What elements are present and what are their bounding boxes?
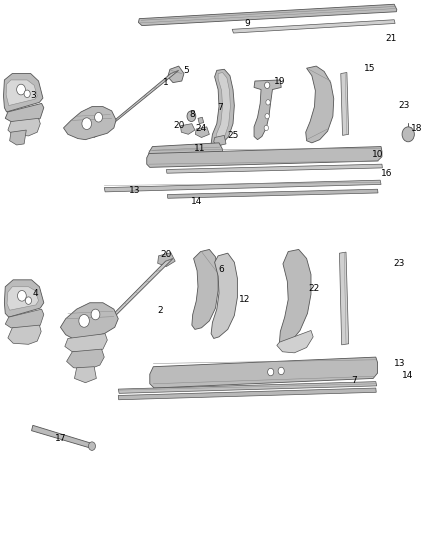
Text: 15: 15 [364, 64, 376, 72]
Circle shape [82, 118, 92, 130]
Polygon shape [232, 20, 395, 33]
Text: 14: 14 [402, 371, 413, 379]
Polygon shape [168, 66, 184, 83]
Circle shape [264, 125, 268, 131]
Circle shape [187, 111, 196, 122]
Text: 23: 23 [398, 101, 410, 110]
Polygon shape [214, 135, 226, 146]
Polygon shape [5, 309, 44, 329]
Polygon shape [32, 425, 93, 449]
Circle shape [265, 114, 269, 119]
Polygon shape [8, 118, 40, 136]
Polygon shape [150, 357, 378, 388]
Polygon shape [279, 249, 311, 345]
Polygon shape [4, 280, 44, 317]
Text: 2: 2 [157, 306, 162, 314]
Text: 7: 7 [217, 103, 223, 112]
Text: 3: 3 [30, 92, 36, 100]
Circle shape [17, 84, 25, 95]
Text: 24: 24 [195, 125, 206, 133]
Text: 13: 13 [394, 359, 405, 368]
Polygon shape [94, 70, 179, 138]
Circle shape [278, 367, 284, 375]
Circle shape [95, 112, 102, 122]
Polygon shape [198, 117, 204, 124]
Polygon shape [192, 249, 218, 329]
Polygon shape [60, 303, 118, 340]
Text: 4: 4 [32, 289, 38, 297]
Text: 6: 6 [218, 265, 224, 273]
Text: 9: 9 [244, 20, 251, 28]
Polygon shape [10, 130, 26, 145]
Text: 16: 16 [381, 169, 392, 177]
Polygon shape [4, 74, 43, 112]
Polygon shape [64, 107, 116, 140]
Polygon shape [149, 143, 223, 163]
Text: 22: 22 [309, 285, 320, 293]
Circle shape [88, 442, 95, 450]
Circle shape [266, 100, 270, 105]
Text: 11: 11 [194, 144, 205, 152]
Text: 7: 7 [351, 376, 357, 385]
Polygon shape [211, 69, 234, 147]
Polygon shape [6, 80, 37, 106]
Polygon shape [65, 334, 107, 353]
Text: 20: 20 [173, 122, 184, 130]
Polygon shape [90, 259, 173, 338]
Text: 25: 25 [227, 132, 239, 140]
Text: 8: 8 [190, 110, 196, 118]
Polygon shape [167, 189, 378, 198]
Polygon shape [8, 325, 41, 344]
Polygon shape [306, 66, 334, 143]
Text: 20: 20 [160, 251, 171, 259]
Polygon shape [118, 382, 377, 393]
Text: 13: 13 [129, 187, 141, 195]
Polygon shape [147, 147, 382, 167]
Text: 23: 23 [394, 260, 405, 268]
Text: 21: 21 [385, 34, 396, 43]
Text: 14: 14 [191, 197, 203, 206]
Polygon shape [5, 103, 44, 123]
Circle shape [18, 290, 26, 301]
Polygon shape [180, 124, 195, 134]
Circle shape [25, 297, 32, 304]
Text: 17: 17 [55, 434, 66, 442]
Polygon shape [277, 330, 313, 353]
Polygon shape [339, 252, 349, 345]
Text: 10: 10 [372, 150, 383, 159]
Polygon shape [138, 4, 397, 26]
Polygon shape [166, 164, 382, 173]
Polygon shape [211, 253, 237, 338]
Text: 5: 5 [183, 67, 189, 75]
Polygon shape [104, 180, 381, 192]
Text: 12: 12 [239, 295, 250, 304]
Polygon shape [74, 367, 96, 383]
Polygon shape [254, 80, 281, 140]
Circle shape [402, 127, 414, 142]
Circle shape [265, 82, 270, 88]
Polygon shape [195, 127, 209, 138]
Polygon shape [341, 72, 349, 135]
Polygon shape [118, 388, 376, 400]
Polygon shape [215, 72, 230, 145]
Polygon shape [158, 253, 175, 266]
Circle shape [79, 314, 89, 327]
Polygon shape [7, 287, 39, 310]
Circle shape [268, 368, 274, 376]
Circle shape [24, 90, 30, 98]
Text: 18: 18 [411, 125, 423, 133]
Text: 1: 1 [162, 78, 169, 87]
Text: 19: 19 [274, 77, 285, 85]
Circle shape [91, 309, 100, 320]
Polygon shape [67, 349, 104, 369]
